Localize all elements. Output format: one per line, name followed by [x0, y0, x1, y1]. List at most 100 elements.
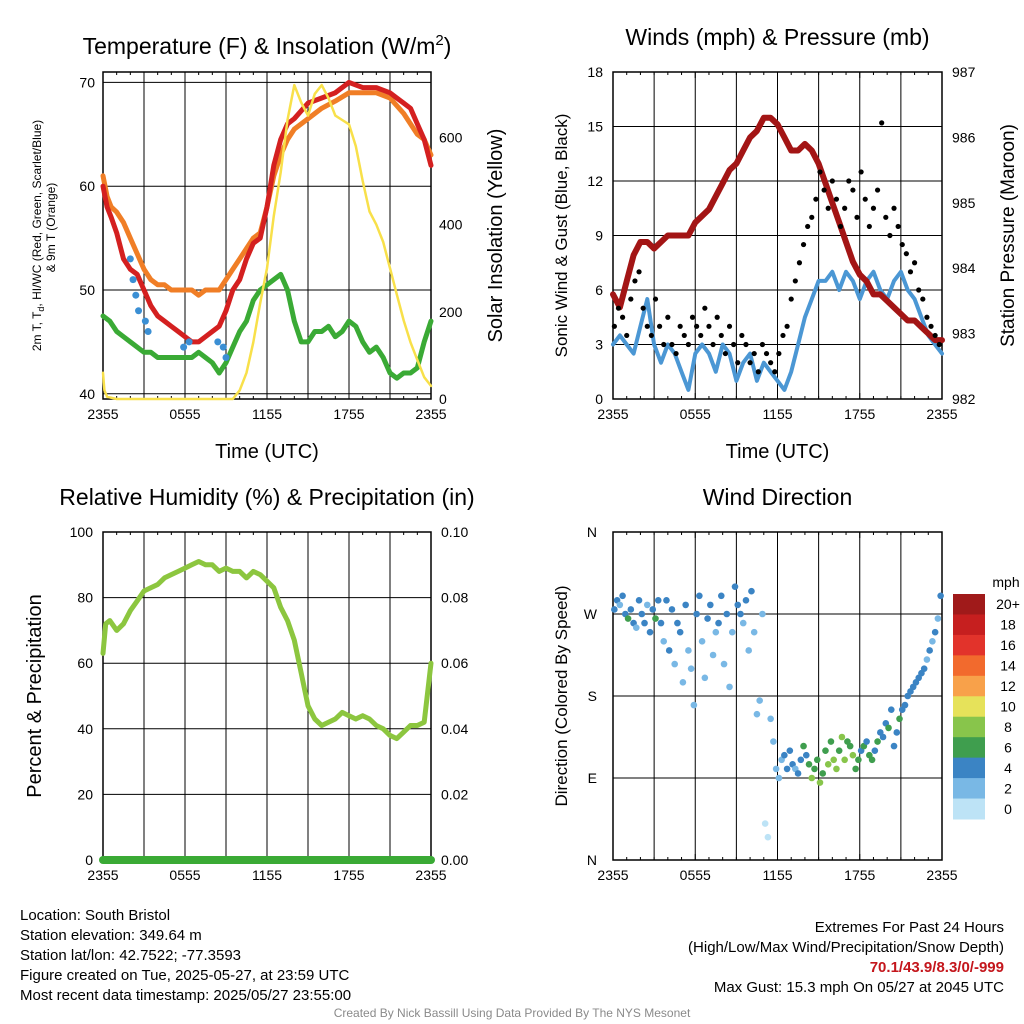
extremes-info: Extremes For Past 24 Hours (High/Low/Max… — [688, 918, 1004, 998]
station-location: Location: South Bristol — [20, 907, 171, 924]
wind-series-gust-point — [694, 323, 700, 329]
wind-ytick-label: 9 — [595, 228, 603, 244]
wdir-legend-label: 4 — [1004, 760, 1012, 776]
wind-ytick-label: 6 — [595, 282, 603, 298]
wdir-point — [885, 724, 892, 732]
wdir-point — [846, 742, 854, 750]
wind-series-gust-point — [817, 169, 823, 175]
wdir-point — [852, 765, 859, 773]
wdir-point — [808, 774, 816, 782]
rh-y2tick-label: 0.06 — [441, 655, 468, 671]
wind-series-gust-point — [743, 341, 749, 348]
wdir-legend-swatch — [953, 737, 985, 759]
temp-ytick-label: 50 — [79, 282, 95, 298]
wdir-point — [690, 701, 698, 709]
wdir-legend-swatch — [953, 798, 985, 820]
wdir-point — [668, 606, 676, 613]
wind-series-gust-point — [862, 196, 868, 202]
wdir-point — [649, 606, 657, 613]
wdir-legend-swatch — [953, 716, 985, 738]
wdir-point — [822, 747, 829, 754]
wdir-point — [901, 701, 909, 709]
wdir-point — [734, 601, 742, 609]
wdir-point — [890, 742, 898, 750]
wdir-legend-label: 16 — [1000, 637, 1016, 653]
wdir-point — [707, 601, 714, 609]
wdir-point — [674, 619, 681, 627]
wdir-point — [920, 665, 928, 672]
temp-y2tick-label: 400 — [439, 217, 463, 233]
wdir-point — [739, 619, 747, 627]
temp-ylabel-left-line2: & 9m T (Orange) — [44, 183, 58, 273]
wind-series-gust-point — [665, 314, 671, 320]
wdir-ytick-label: E — [588, 770, 597, 786]
wind-series-gust-point — [784, 323, 790, 329]
wdir-point — [654, 597, 662, 604]
wind-series-gust-point — [673, 350, 679, 357]
wind-series-gust-point — [924, 314, 930, 320]
wdir-legend-swatch — [953, 696, 985, 718]
temp-ylabel-right: Solar Insolation (Yellow) — [485, 129, 507, 343]
wdir-point — [794, 770, 802, 777]
rh-ytick-label: 0 — [85, 852, 93, 868]
station-latlon: Station lat/lon: 42.7522; -77.3593 — [20, 947, 242, 964]
wind-series-gust-point — [751, 350, 757, 357]
wind-ylabel-right: Station Pressure (Maroon) — [998, 124, 1019, 347]
temp-xtick-label: 0555 — [169, 406, 200, 422]
wind-series-gust-point — [628, 296, 634, 302]
wdir-point — [863, 738, 870, 745]
wind-series-gust-point — [731, 341, 737, 348]
wind-series-gust-point — [780, 332, 786, 339]
temp-series-t2m — [100, 79, 434, 345]
wdir-legend-swatch — [953, 778, 985, 800]
rh-ytick-label: 100 — [70, 524, 94, 540]
temp-series-wc-point — [126, 255, 134, 263]
wind-series-gust-point — [776, 350, 782, 357]
wind-series-gust-point — [911, 260, 918, 266]
wdir-point — [652, 615, 659, 622]
wdir-point — [841, 756, 848, 764]
temp-series-t9m — [100, 90, 434, 298]
wind-series-gust-point — [891, 205, 897, 211]
temp-ytick-label: 60 — [79, 178, 95, 194]
wdir-point — [849, 751, 857, 759]
wdir-point — [742, 597, 750, 604]
temp-xtick-label: 1155 — [252, 406, 282, 422]
wind-series-gust-point — [722, 350, 729, 357]
wind-series-gust-point — [920, 296, 926, 302]
max-gust: Max Gust: 15.3 mph On 05/27 at 2045 UTC — [713, 979, 1004, 996]
wdir-point — [781, 751, 788, 759]
wdir-point — [824, 761, 832, 768]
wdir-point — [646, 628, 654, 636]
wind-y2tick-label: 982 — [952, 391, 976, 407]
wdir-point — [868, 756, 876, 764]
temp-series-wc-point — [132, 291, 140, 299]
wdir-point — [786, 747, 794, 754]
wdir-point — [855, 756, 862, 764]
wind-series-gust-point — [846, 178, 852, 184]
rh-ytick-label: 60 — [77, 655, 93, 671]
wind-series-gust-point — [809, 214, 815, 220]
wdir-point — [745, 647, 753, 654]
wdir-xtick-label: 0555 — [680, 867, 711, 883]
wdir-point — [720, 660, 728, 668]
temp-y2tick-label: 0 — [439, 391, 447, 407]
wdir-legend-swatch — [953, 655, 985, 677]
wdir-point — [764, 833, 772, 841]
wind-series-gust-point — [833, 196, 840, 202]
wind-xtick-label: 0555 — [680, 406, 711, 422]
wdir-point — [759, 610, 766, 618]
wdir-point — [756, 697, 763, 704]
wdir-ylabel-left: Direction (Colored By Speed) — [552, 585, 571, 806]
rh-y2tick-label: 0.10 — [441, 524, 468, 540]
wdir-point — [767, 715, 774, 723]
wind-ytick-label: 0 — [595, 391, 603, 407]
wind-y2tick-label: 986 — [952, 129, 976, 145]
wind-series-gust-point — [657, 323, 663, 329]
wdir-point — [879, 733, 887, 741]
wind-series-gust-point — [702, 305, 708, 311]
wind-series-gust-point — [899, 241, 905, 248]
wind-series-gust-point — [903, 251, 909, 257]
rh-y2tick-label: 0.02 — [441, 786, 468, 802]
wind-series-gust-point — [850, 187, 856, 193]
